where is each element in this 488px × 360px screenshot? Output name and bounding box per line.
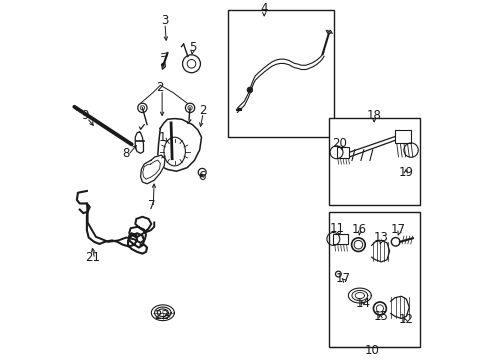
Bar (333, 234, 347, 244)
Text: 22: 22 (154, 309, 169, 322)
Text: 10: 10 (364, 344, 378, 357)
Text: 20: 20 (331, 137, 346, 150)
Text: 3: 3 (161, 14, 168, 27)
Text: 6: 6 (197, 170, 205, 183)
Bar (336, 147, 349, 158)
Text: 14: 14 (354, 297, 369, 310)
Circle shape (246, 87, 252, 93)
Text: 4: 4 (260, 3, 267, 15)
Polygon shape (390, 296, 408, 319)
Text: 11: 11 (329, 222, 345, 235)
Text: 19: 19 (397, 166, 412, 179)
Text: 7: 7 (147, 199, 155, 212)
Text: 12: 12 (397, 314, 412, 327)
Text: 5: 5 (188, 41, 196, 54)
Bar (394, 130, 410, 143)
Text: 17: 17 (335, 272, 350, 285)
Text: 8: 8 (122, 147, 130, 160)
Text: 21: 21 (84, 251, 100, 264)
Text: 1: 1 (158, 131, 165, 144)
Polygon shape (371, 240, 389, 262)
Text: 9: 9 (81, 109, 89, 122)
Text: 15: 15 (372, 310, 387, 323)
Text: 18: 18 (366, 108, 381, 122)
Bar (228, 10, 333, 137)
Bar (328, 212, 419, 347)
Text: 17: 17 (390, 223, 405, 236)
Bar (328, 117, 419, 205)
Text: 16: 16 (351, 223, 366, 236)
Text: 13: 13 (372, 231, 387, 244)
Polygon shape (141, 155, 164, 184)
Text: 2: 2 (156, 81, 164, 94)
Text: 2: 2 (199, 104, 206, 117)
